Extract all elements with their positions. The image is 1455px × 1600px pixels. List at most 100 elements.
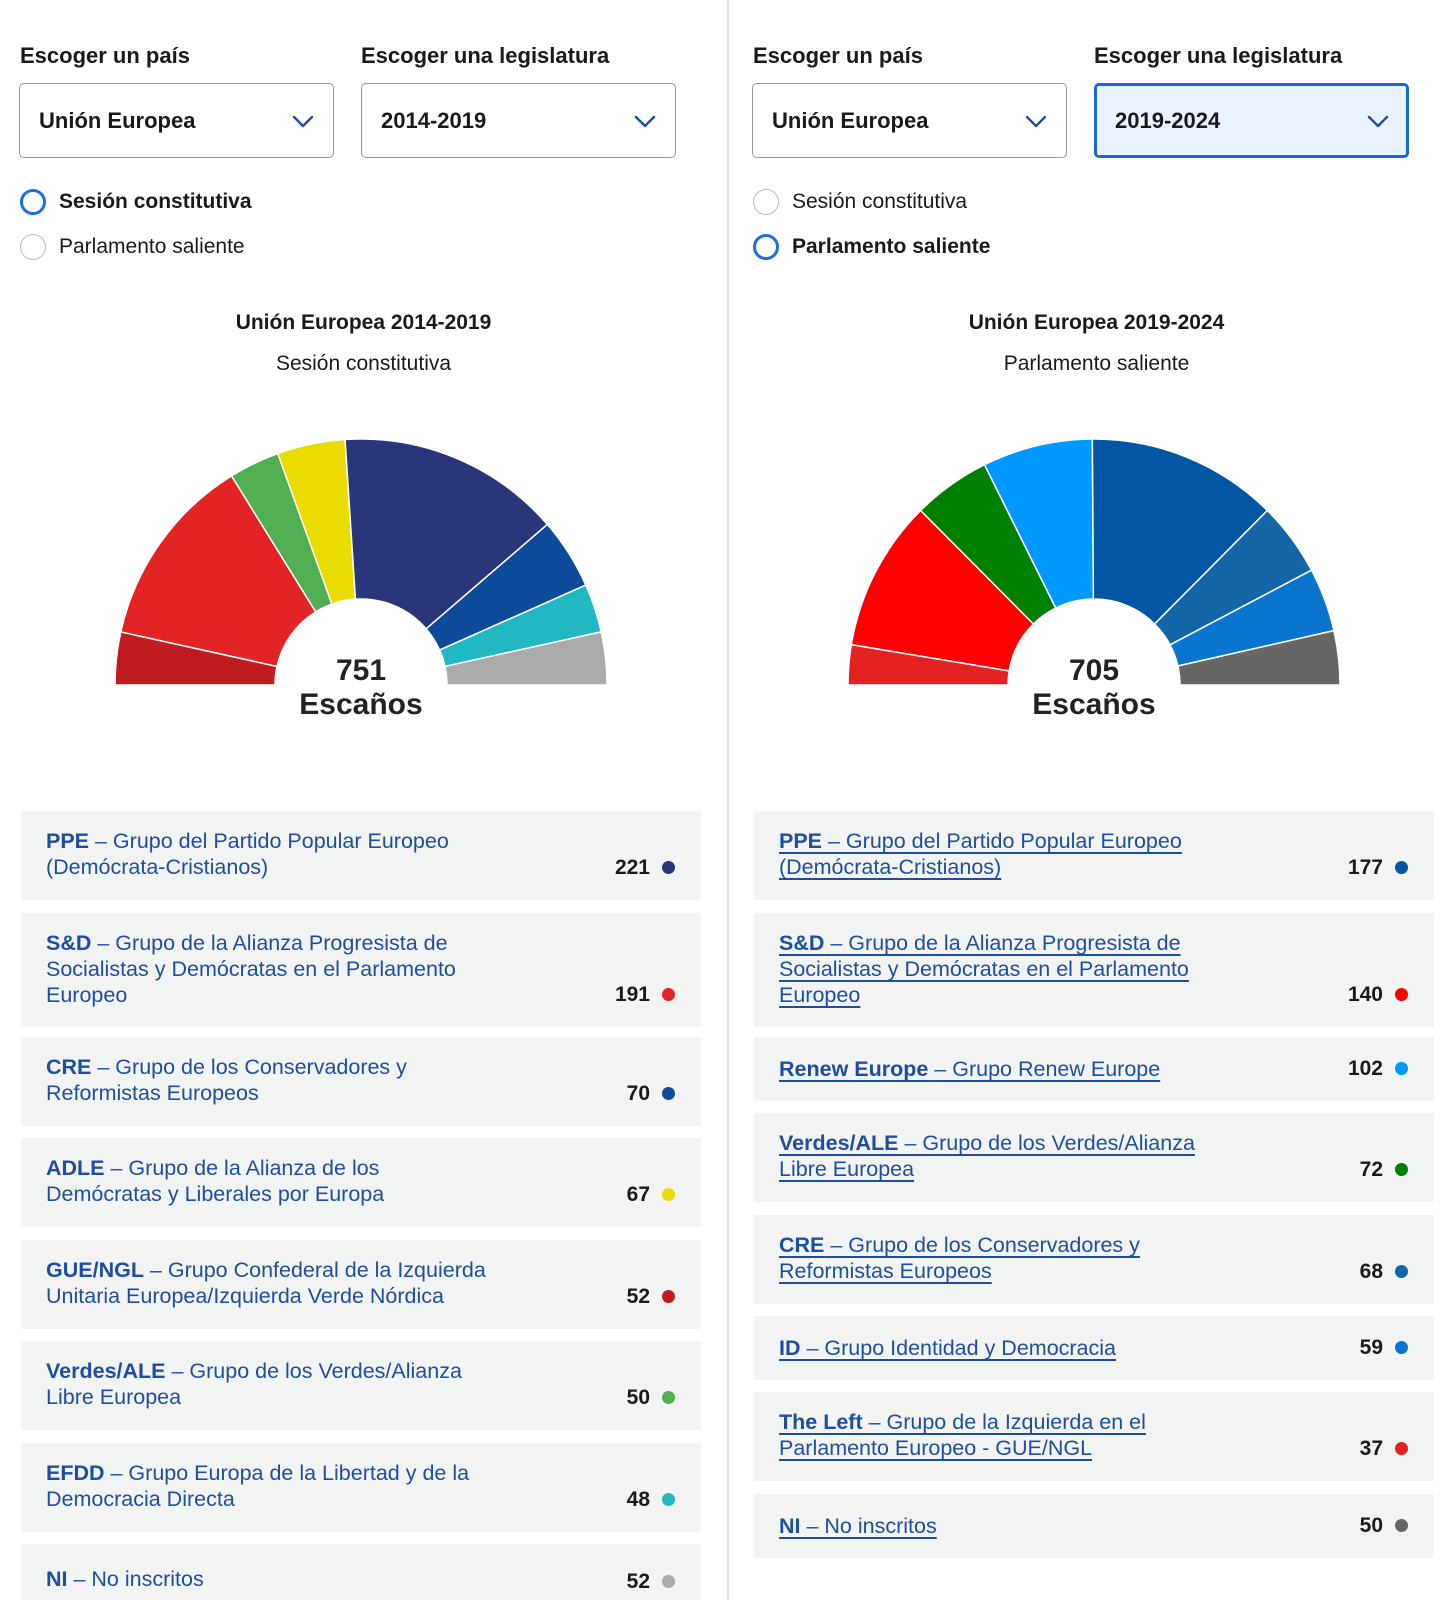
party-row: Verdes/ALE – Grupo de los Verdes/Alianza… [21,1341,701,1430]
party-row[interactable]: ID – Grupo Identidad y Democracia 59 [754,1316,1434,1380]
party-name[interactable]: Verdes/ALE – Grupo de los Verdes/Alianza… [779,1131,1195,1181]
radio-label: Sesión constitutiva [792,190,968,213]
country-select-value: Unión Europea [772,107,929,133]
party-row[interactable]: S&D – Grupo de la Alianza Progresista de… [754,913,1434,1027]
party-name: Verdes/ALE – Grupo de los Verdes/Alianza… [46,1359,462,1409]
party-abbr: GUE/NGL [46,1258,144,1282]
radio-parlamento-saliente[interactable]: Parlamento saliente [753,234,990,260]
party-color-dot [1395,1062,1408,1075]
party-seats: 68 [1359,1260,1383,1283]
radio-button[interactable] [20,234,46,260]
radio-sesion-constitutiva[interactable]: Sesión constitutiva [20,189,252,215]
chevron-down-icon [634,115,656,127]
party-color-dot [662,1087,675,1100]
party-name[interactable]: NI – No inscritos [779,1514,937,1538]
party-name: ADLE – Grupo de la Alianza de los Demócra… [46,1156,385,1206]
party-row[interactable]: Renew Europe – Grupo Renew Europe 102 [754,1037,1434,1101]
party-color-dot [1395,861,1408,874]
party-row[interactable]: NI – No inscritos 50 [754,1494,1434,1558]
hemicycle-slice-ppe[interactable] [344,438,549,630]
party-name: NI – No inscritos [46,1567,204,1591]
party-color-dot [1395,1163,1408,1176]
hemicycle-slice-ni[interactable] [444,631,608,686]
country-select[interactable]: Unión Europea [19,83,334,158]
radio-button[interactable] [753,234,779,260]
party-seats: 140 [1347,983,1383,1006]
party-color-dot [1395,1519,1408,1532]
party-name[interactable]: S&D – Grupo de la Alianza Progresista de… [779,931,1189,1007]
party-row[interactable]: PPE – Grupo del Partido Popular Europeo(… [754,811,1434,900]
party-color-dot [662,1575,675,1588]
radio-label: Parlamento saliente [792,235,991,258]
party-seats: 191 [614,983,650,1006]
party-row: CRE – Grupo de los Conservadores y Reform… [21,1037,701,1126]
hemicycle-slice-ni[interactable] [1176,629,1341,686]
party-name[interactable]: ID – Grupo Identidad y Democracia [779,1336,1116,1360]
party-name[interactable]: PPE – Grupo del Partido Popular Europeo(… [779,829,1182,879]
country-select[interactable]: Unión Europea [752,83,1067,158]
party-seats: 48 [626,1488,650,1511]
party-row[interactable]: Verdes/ALE – Grupo de los Verdes/Alianza… [754,1113,1434,1202]
legislature-select[interactable]: 2014-2019 [361,83,676,158]
party-seats: 67 [626,1183,650,1206]
party-name[interactable]: CRE – Grupo de los Conservadores y Reform… [779,1233,1140,1283]
party-color-dot [662,988,675,1001]
chart-subtitle: Parlamento saliente [1003,352,1190,375]
country-select-label: Escoger un país [753,43,923,68]
party-abbr: S&D [46,931,92,955]
total-seats-label: Escaños [299,688,422,721]
total-seats-label: Escaños [1032,688,1155,721]
party-name[interactable]: Renew Europe – Grupo Renew Europe [779,1057,1161,1081]
radio-button[interactable] [20,189,46,215]
party-color-dot [662,1188,675,1201]
party-name: GUE/NGL – Grupo Confederal de la Izquier… [46,1258,486,1308]
party-seats: 52 [626,1570,650,1593]
radio-button[interactable] [753,189,779,215]
party-row[interactable]: The Left – Grupo de la Izquierda en el Pa… [754,1392,1434,1481]
chart-slices [114,438,608,686]
party-row: ADLE – Grupo de la Alianza de los Demócra… [21,1138,701,1227]
radio-label: Sesión constitutiva [59,190,252,213]
party-abbr: ADLE [46,1156,105,1180]
party-color-dot [662,861,675,874]
party-row: GUE/NGL – Grupo Confederal de la Izquier… [21,1240,701,1329]
party-seats: 52 [626,1285,650,1308]
party-color-dot [662,1391,675,1404]
party-seats: 50 [1359,1514,1383,1537]
hemicycle-slice-s-d[interactable] [119,474,317,668]
chevron-down-icon [1025,115,1047,127]
panel-divider [727,0,729,1600]
party-abbr: PPE [46,829,90,853]
panel-left: Escoger un país Escoger una legislatura Un… [0,0,727,1600]
party-seats: 177 [1347,856,1383,879]
party-row: NI – No inscritos 52 [21,1544,701,1600]
seat-hemicycle-chart: 705 Escaños [847,438,1341,721]
party-row: S&D – Grupo de la Alianza Progresista de… [21,913,701,1027]
chevron-down-icon [1367,115,1389,127]
radio-label: Parlamento saliente [59,235,245,258]
party-seats: 102 [1347,1057,1383,1080]
radio-sesion-constitutiva[interactable]: Sesión constitutiva [753,189,967,215]
party-abbr: S&D [779,931,825,955]
seat-hemicycle-chart: 751 Escaños [114,438,608,721]
legislature-select[interactable]: 2019-2024 [1094,83,1409,158]
party-row: EFDD – Grupo Europa de la Libertad y de … [21,1443,701,1532]
party-color-dot [1395,1265,1408,1278]
radio-parlamento-saliente[interactable]: Parlamento saliente [20,234,245,260]
party-abbr: ID [779,1336,801,1360]
party-seats: 221 [614,856,650,879]
party-seats: 59 [1359,1336,1383,1359]
chevron-down-icon [292,115,314,127]
party-row[interactable]: CRE – Grupo de los Conservadores y Reform… [754,1215,1434,1304]
total-seats-value: 751 [336,654,386,687]
party-seats: 50 [626,1386,650,1409]
party-color-dot [662,1493,675,1506]
party-abbr: PPE [779,829,823,853]
party-abbr: EFDD [46,1461,105,1485]
hemicycle-slice-ppe[interactable] [1091,438,1269,626]
party-name: S&D – Grupo de la Alianza Progresista de… [46,931,456,1007]
party-name[interactable]: The Left – Grupo de la Izquierda en el Pa… [779,1410,1146,1460]
hemicycle-slice-s-d[interactable] [850,509,1035,672]
party-name: PPE – Grupo del Partido Popular Europeo(… [46,829,449,879]
legislature-select-value: 2014-2019 [381,107,487,133]
